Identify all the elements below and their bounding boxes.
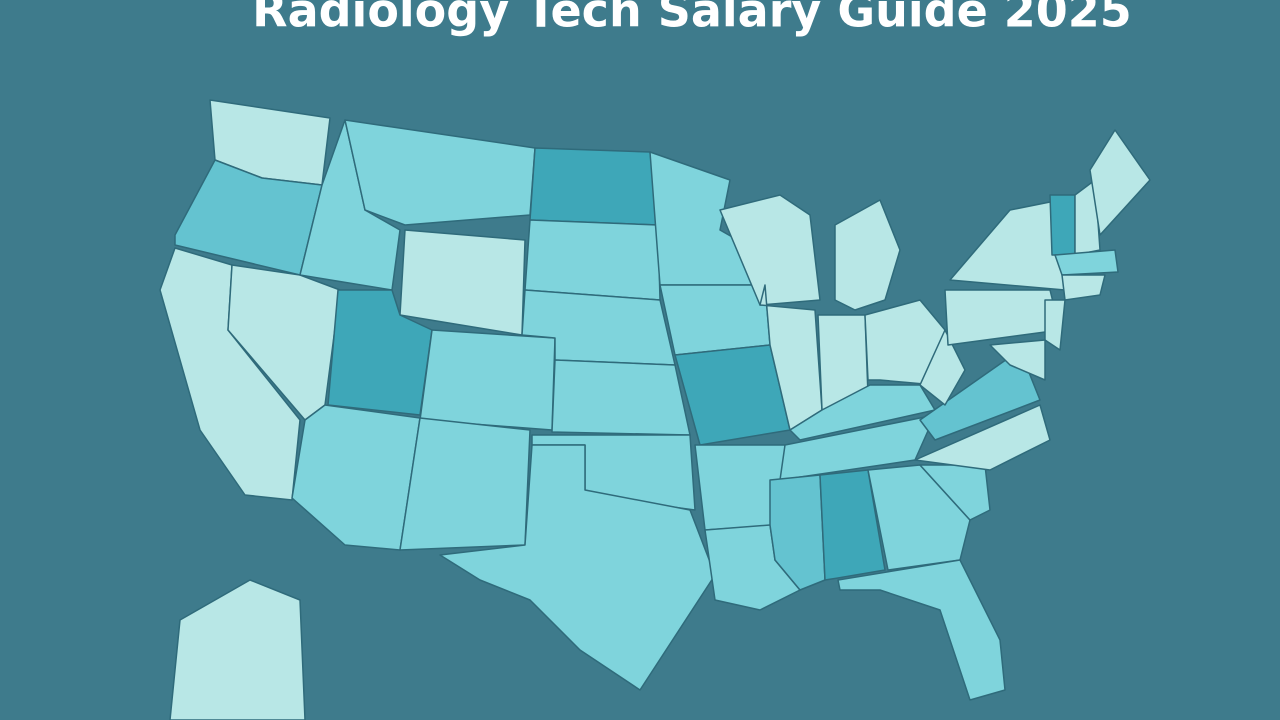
state xyxy=(914,404,1051,471)
title: Radiology Tech Salary Guide 2025 xyxy=(252,0,1132,38)
state xyxy=(989,339,1046,381)
state xyxy=(659,284,771,356)
state xyxy=(719,194,821,306)
state xyxy=(1044,299,1066,351)
state xyxy=(419,329,556,431)
state xyxy=(551,359,691,436)
state xyxy=(529,147,659,226)
state xyxy=(1089,129,1151,236)
state xyxy=(399,417,531,551)
state xyxy=(819,469,886,581)
state xyxy=(1054,249,1119,276)
state xyxy=(1061,274,1106,301)
state xyxy=(524,219,661,301)
state xyxy=(867,464,971,571)
us-map xyxy=(159,99,1151,720)
state xyxy=(169,579,306,720)
state xyxy=(919,349,1041,441)
state xyxy=(919,329,966,406)
state xyxy=(439,444,716,691)
state xyxy=(837,559,1006,701)
state xyxy=(834,199,901,311)
state xyxy=(1049,194,1076,256)
state xyxy=(344,119,536,226)
